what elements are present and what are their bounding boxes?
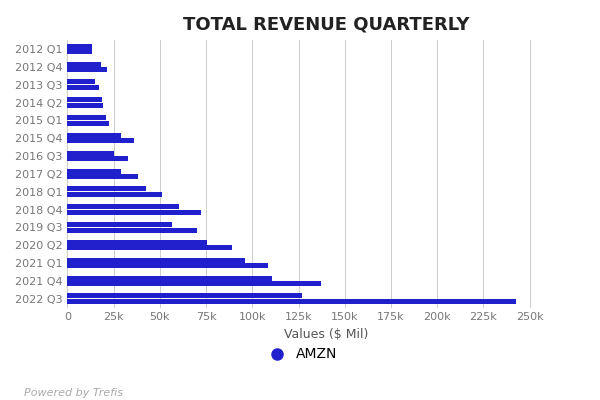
Bar	[67, 192, 162, 197]
Bar	[67, 281, 322, 286]
Bar	[67, 204, 179, 209]
Bar	[67, 228, 197, 232]
Bar	[67, 115, 106, 120]
Bar	[67, 121, 109, 126]
Bar	[67, 85, 99, 90]
Bar	[67, 210, 201, 215]
Bar	[67, 80, 95, 84]
Bar	[67, 258, 245, 263]
Bar	[67, 62, 101, 67]
Bar	[67, 222, 172, 227]
Bar	[67, 174, 137, 179]
Bar	[67, 49, 92, 54]
Bar	[67, 299, 517, 304]
Bar	[67, 133, 121, 138]
Bar	[67, 138, 134, 144]
Bar	[67, 240, 207, 245]
Bar	[67, 246, 232, 250]
Legend: AMZN: AMZN	[257, 342, 343, 367]
Bar	[67, 67, 107, 72]
X-axis label: Values ($ Mil): Values ($ Mil)	[284, 328, 368, 341]
Bar	[67, 263, 268, 268]
Bar	[67, 276, 272, 280]
Bar	[67, 294, 302, 298]
Bar	[67, 156, 128, 161]
Bar	[67, 97, 102, 102]
Text: Powered by Trefis: Powered by Trefis	[24, 388, 123, 398]
Bar	[67, 103, 103, 108]
Bar	[67, 44, 92, 49]
Bar	[67, 151, 115, 156]
Title: TOTAL REVENUE QUARTERLY: TOTAL REVENUE QUARTERLY	[183, 15, 469, 33]
Bar	[67, 169, 121, 174]
Bar	[67, 186, 146, 192]
